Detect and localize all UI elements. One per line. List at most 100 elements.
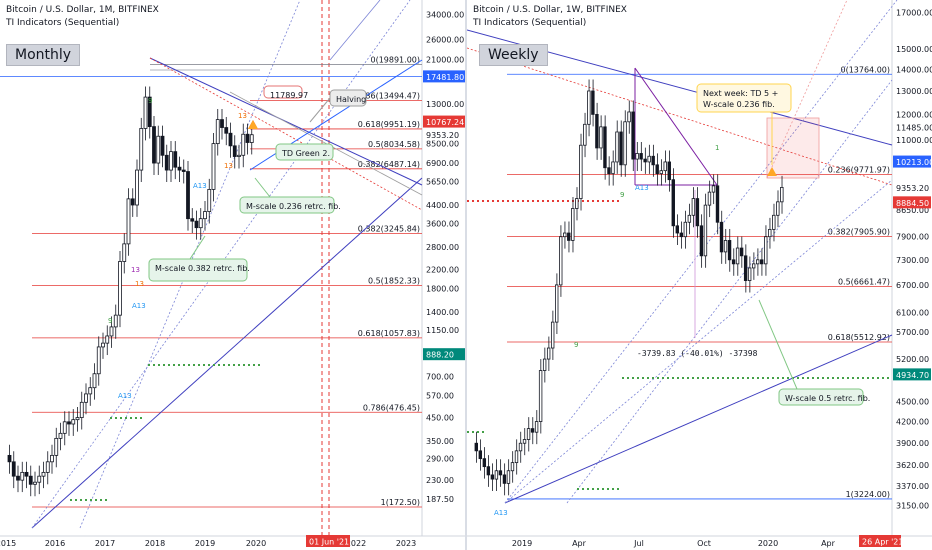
candle-body [647, 155, 651, 163]
candle-body [683, 221, 688, 238]
price-tag-bg [893, 155, 931, 168]
price-tag: 11485.00 [896, 124, 932, 133]
time-marker-tag: 01 Jun '21 [309, 538, 349, 547]
candle-body [667, 161, 671, 181]
candle-body [707, 191, 712, 206]
m-scale-0382-annotation-text: M-scale 0.382 retrc. fib. [155, 264, 250, 273]
support-trendline [504, 334, 893, 504]
td-sequential-label: 1 [715, 144, 719, 152]
price-tag-bg [423, 70, 465, 83]
fib-level-label: 0.5(8034.58) [368, 140, 420, 149]
weekly-chart-panel[interactable]: 17000.00 15000.00 14000.00 13000.00 12000.00… [467, 0, 932, 550]
fib-level-label: 0.5(1852.33) [368, 277, 420, 286]
fib-level-label: 0.382(7905.90) [828, 227, 890, 236]
halving-annotation-text: Halving [336, 95, 366, 104]
time-tick-label: 2022 [346, 539, 366, 548]
candle-body [671, 179, 675, 227]
annotation-pointer [254, 177, 271, 198]
price-tag-bg [423, 115, 465, 128]
price-tag: 8884.50 [896, 199, 929, 208]
candle-body [518, 442, 523, 452]
candle-body [623, 121, 627, 166]
time-marker-tag-bg [859, 535, 901, 547]
warning-triangle [248, 120, 258, 129]
candle-body [663, 161, 667, 172]
candle-body [237, 154, 241, 157]
candle-body [747, 267, 752, 281]
fib-level-label: 0.5(6661.47) [838, 278, 890, 287]
next-week-annotation-box [696, 83, 792, 113]
candle-body [550, 321, 555, 349]
monthly-chart-header: Bitcoin / U.S. Dollar, 1M, BITFINEX TI I… [6, 4, 159, 30]
candle-body [7, 454, 12, 463]
monthly-chart-panel[interactable]: 34000.00 26000.00 21000.00 13000.00 8500.00 6… [0, 0, 465, 550]
fib-level-label: 0.236(9771.97) [828, 165, 890, 174]
candle-body [207, 189, 212, 212]
candle-body [764, 236, 768, 265]
candle-body [607, 167, 611, 175]
candle-body [542, 358, 547, 371]
candle-body [619, 131, 623, 166]
candle-body [156, 135, 161, 164]
candle-body [651, 155, 655, 166]
price-tick-label: 4400.00 [426, 201, 459, 210]
price-tag: 17481.80 [426, 73, 464, 82]
next-week-annotation-text: Next week: TD 5 + [703, 89, 778, 98]
candle-body [510, 462, 515, 472]
target-zone [766, 117, 820, 179]
price-tick-label: 11000.00 [896, 136, 932, 145]
price-tick-label: 1800.00 [426, 284, 459, 293]
candle-body [194, 220, 199, 229]
candle-body [84, 393, 88, 403]
candle-body [203, 211, 207, 220]
weekly-chart[interactable]: 17000.00 15000.00 14000.00 13000.00 12000.00… [467, 0, 932, 550]
candle-body [555, 284, 559, 323]
td-sequential-label: 13 [224, 162, 233, 170]
price-tick-label: 8650.00 [896, 206, 929, 215]
td-sequential-label: A13 [193, 182, 207, 190]
candle-body [67, 421, 71, 425]
td-sequential-label: A13 [132, 302, 146, 310]
candle-body [118, 261, 122, 316]
price-tick-label: 2200.00 [426, 266, 459, 275]
price-tag: 9353.20 [426, 131, 459, 140]
price-tick-label: 3900.00 [896, 439, 929, 448]
m-scale-0382-annotation-box [148, 258, 248, 282]
candle-body [735, 247, 740, 265]
candle-body [743, 255, 748, 281]
candle-body [699, 225, 704, 257]
candle-body [538, 370, 543, 422]
w-scale-05-annotation-box [778, 388, 864, 406]
candle-body [559, 236, 563, 286]
fib-fan-line [504, 179, 893, 504]
price-tick-label: 7900.00 [896, 233, 929, 242]
weekly-chart-header: Bitcoin / U.S. Dollar, 1W, BITFINEX TI I… [473, 4, 627, 30]
candle-body [591, 90, 595, 115]
pattern-line [634, 67, 718, 186]
candle-body [494, 470, 499, 480]
candle-body [739, 247, 744, 257]
price-tick-label: 187.50 [426, 495, 454, 504]
m-scale-0236-annotation-box [239, 196, 335, 214]
price-tick-label: 450.00 [426, 414, 454, 423]
candle-body [627, 111, 631, 123]
candle-body [571, 208, 575, 241]
monthly-chart[interactable]: 34000.00 26000.00 21000.00 13000.00 8500.00 6… [0, 0, 465, 550]
candle-body [583, 123, 587, 146]
price-tag-bg [423, 128, 465, 141]
candle-body [24, 471, 29, 477]
td-sequential-label: 13 [238, 112, 247, 120]
fib-level-label: 1(3224.00) [846, 490, 890, 499]
candle-body [173, 151, 178, 168]
candle-body [715, 185, 720, 223]
next-week-annotation-text: W-scale 0.236 fib. [703, 100, 775, 109]
candle-body [16, 475, 20, 481]
monthly-timeframe-label: Monthly [6, 44, 81, 66]
candle-body [241, 133, 246, 156]
candle-body [186, 171, 190, 220]
fib-fan-line [566, 79, 893, 504]
candle-body [687, 214, 692, 223]
price-tick-label: 3150.00 [896, 502, 929, 511]
price-tick-label: 5200.00 [896, 355, 929, 364]
panel-divider[interactable] [465, 0, 467, 550]
